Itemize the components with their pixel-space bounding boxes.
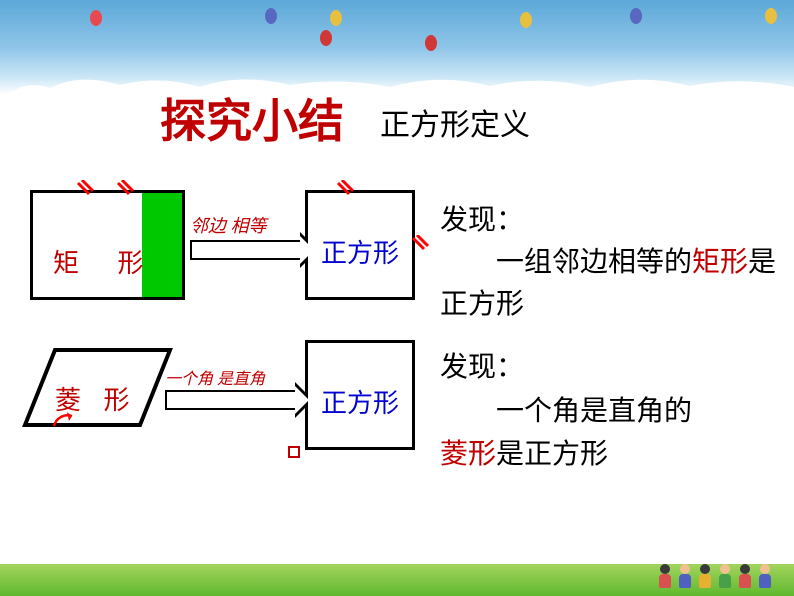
found2-title: 发现： [440,345,524,385]
arrow2-icon [165,390,295,410]
angle-mark-icon [50,410,80,440]
square2-label: 正方形 [321,383,399,420]
found2-red: 菱形 [440,439,496,470]
balloon-icon [265,8,277,24]
sky-background [0,0,794,95]
found2-suffix: 是正方形 [496,439,608,470]
balloon-icon [330,10,342,26]
tick-mark-icon [335,180,355,200]
kids-decoration [656,564,774,594]
balloon-icon [630,8,642,24]
found2-prefix: 一个角是直角的 [440,396,692,427]
balloon-icon [320,30,332,46]
cloud-edge [0,73,794,95]
kid-icon [656,564,674,594]
kid-icon [696,564,714,594]
square-shape-1: 正方形 [305,190,415,300]
tick-mark-icon [410,235,430,255]
found2-text: 一个角是直角的菱形是正方形 [440,390,780,477]
balloon-icon [520,12,532,28]
kid-icon [736,564,754,594]
found1-prefix: 一组邻边相等的 [440,247,692,278]
tick-mark-icon [115,180,135,200]
found1-title: 发现： [440,198,524,238]
square-shape-2: 正方形 [305,340,415,450]
kid-icon [716,564,734,594]
square1-label: 正方形 [321,233,399,270]
rectangle-label: 矩 形 [53,243,160,280]
kid-icon [756,564,774,594]
rectangle-shape: 矩 形 [30,190,185,300]
arrow1-icon [190,240,300,260]
found1-red: 矩形 [692,247,748,278]
found1-text: 一组邻边相等的矩形是正方形 [440,242,780,326]
tick-mark-icon [75,180,95,200]
balloon-icon [90,10,102,26]
kid-icon [676,564,694,594]
main-title: 探究小结 [160,85,344,151]
arrow1-label: 邻边 相等 [190,212,267,238]
right-angle-mark-icon [288,446,300,458]
balloon-icon [765,8,777,24]
balloon-icon [425,35,437,51]
arrow2-label: 一个角 是直角 [165,365,265,389]
subtitle: 正方形定义 [380,100,530,144]
